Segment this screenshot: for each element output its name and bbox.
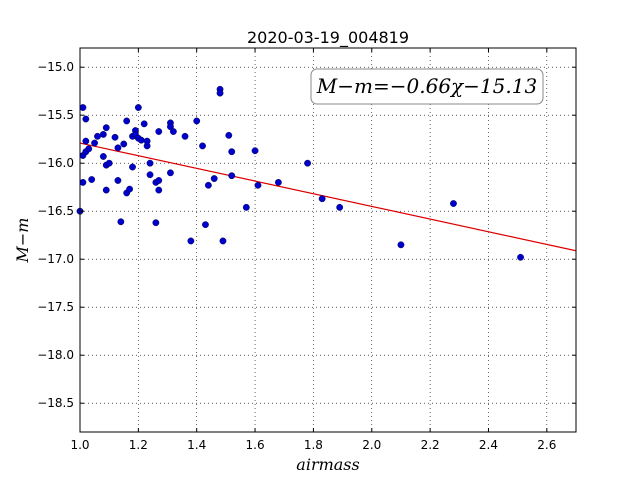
x-tick-label: 1.2 [129, 438, 148, 452]
data-point [120, 140, 128, 148]
y-tick-label: −16.0 [37, 156, 74, 170]
data-point [146, 171, 154, 179]
data-point [155, 177, 163, 184]
x-tick-label: 2.4 [479, 438, 498, 452]
data-point [114, 177, 122, 184]
data-point [79, 104, 87, 111]
data-point [99, 153, 107, 160]
y-tick-label: −16.5 [37, 204, 74, 218]
data-point [199, 142, 206, 150]
data-point [155, 128, 163, 135]
fit-line [79, 142, 577, 252]
x-tick-label: 1.4 [187, 438, 206, 452]
fit-equation: M−m=−0.66χ−15.13 [316, 74, 537, 98]
data-point [126, 185, 134, 193]
data-point [140, 120, 148, 128]
data-point [79, 178, 87, 186]
y-tick-label: −17.0 [37, 252, 74, 266]
y-tick-label: −18.0 [37, 348, 74, 362]
data-point [114, 144, 122, 152]
y-tick-label: −18.5 [37, 396, 74, 410]
x-tick-label: 2.6 [537, 438, 556, 452]
plot-frame [79, 47, 577, 433]
data-point [193, 117, 201, 125]
grid [80, 48, 576, 432]
data-point [85, 145, 93, 153]
data-point [216, 89, 224, 97]
x-tick-label: 2.0 [362, 438, 381, 452]
data-point [210, 175, 218, 182]
y-tick-label: −15.5 [37, 108, 74, 122]
data-point [304, 159, 311, 167]
data-point [450, 200, 457, 207]
data-point [254, 181, 262, 189]
y-axis-label: M−m [13, 218, 32, 264]
data-point [129, 163, 136, 171]
data-point [155, 186, 163, 194]
data-point [204, 181, 212, 189]
data-point [187, 237, 195, 245]
data-point [219, 237, 227, 245]
data-point [152, 219, 160, 227]
annotation-box: M−m=−0.66χ−15.13 [310, 68, 544, 105]
x-axis-label: airmass [296, 455, 359, 474]
y-tick-label: −15.0 [37, 60, 74, 74]
data-point [397, 241, 405, 249]
data-point [94, 132, 101, 140]
data-point [202, 221, 209, 229]
data-point [82, 115, 90, 123]
data-point [99, 130, 107, 138]
x-tick-label: 1.0 [70, 438, 89, 452]
chart-title: 2020-03-19_004819 [247, 28, 409, 48]
data-point [88, 176, 96, 183]
data-points [76, 85, 524, 261]
data-point [146, 159, 154, 167]
x-tick-label: 2.2 [421, 438, 440, 452]
data-point [251, 147, 259, 155]
data-point [274, 178, 282, 186]
y-tick-label: −17.5 [37, 300, 74, 314]
annotation-frame [310, 68, 544, 105]
data-point [336, 203, 344, 211]
data-point [123, 117, 131, 125]
data-point [102, 186, 110, 194]
fit-line-group [79, 142, 577, 252]
data-point [228, 148, 236, 156]
data-point [517, 253, 524, 261]
data-point [225, 131, 233, 139]
axis-ticks: 1.0 1.2 1.4 1.6 1.8 2.0 2.2 2.4 2.6 −15.0 −15.5 −16… [37, 48, 576, 452]
data-point [117, 218, 125, 226]
data-point [134, 104, 142, 111]
data-point [167, 169, 174, 177]
data-point [102, 124, 110, 132]
x-tick-label: 1.6 [246, 438, 265, 452]
data-point [91, 139, 98, 147]
data-point [111, 133, 119, 141]
data-point [143, 137, 151, 145]
x-tick-label: 1.8 [304, 438, 323, 452]
data-point [318, 195, 326, 203]
data-point [105, 159, 113, 167]
data-point [169, 128, 177, 135]
data-point [82, 137, 90, 145]
data-point [137, 136, 145, 144]
data-point [242, 203, 250, 211]
data-point [181, 132, 189, 140]
data-point [228, 172, 236, 180]
